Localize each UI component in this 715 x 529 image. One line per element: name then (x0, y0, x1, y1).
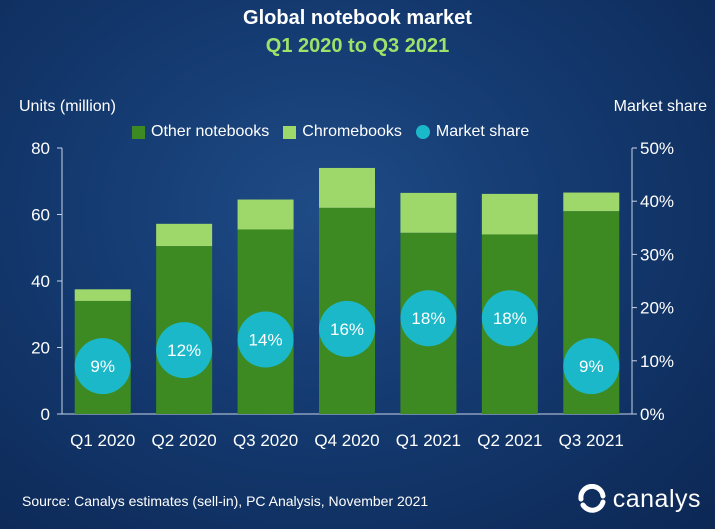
legend-label-chromebooks: Chromebooks (302, 123, 402, 140)
market-share-label: 14% (249, 331, 283, 350)
market-share-point (563, 338, 620, 395)
x-tick-label: Q2 2020 (152, 431, 217, 450)
x-tick-label: Q2 2021 (477, 431, 542, 450)
chart-title: Global notebook market (243, 7, 472, 29)
canalys-logo-icon (578, 484, 606, 513)
market-share-point (74, 338, 131, 395)
bar-chromebooks (237, 199, 294, 230)
brand-name: canalys (612, 484, 701, 513)
legend-item-market-share: Market share (415, 123, 530, 141)
y-tick-label: 40 (31, 272, 50, 291)
market-share-point (319, 300, 375, 357)
x-tick-label: Q3 2021 (559, 431, 624, 450)
market-share-label: 9% (90, 357, 115, 376)
y-tick-label: 60 (31, 206, 50, 225)
legend-label-market-share: Market share (435, 123, 530, 140)
x-tick-label: Q1 2021 (396, 431, 461, 450)
y2-tick-label: 30% (640, 245, 674, 264)
legend: Other notebooks Chromebooks Market share (132, 122, 543, 142)
bar-chromebooks (563, 192, 620, 212)
legend-swatch-other-notebooks (132, 125, 145, 139)
y-tick-label: 20 (31, 339, 50, 358)
y-axis-title: Units (million) (19, 98, 116, 115)
legend-item-chromebooks: Chromebooks (283, 123, 402, 141)
y2-tick-label: 40% (640, 192, 674, 211)
x-tick-label: Q3 2020 (233, 431, 298, 450)
x-tick-label: Q1 2020 (70, 431, 135, 450)
y2-tick-label: 50% (640, 139, 674, 158)
market-share-point (481, 290, 538, 347)
source-note: Source: Canalys estimates (sell-in), PC … (22, 493, 429, 509)
legend-swatch-chromebooks (283, 125, 297, 139)
bar-chromebooks (400, 192, 457, 233)
market-share-label: 18% (493, 309, 527, 328)
legend-label-other-notebooks: Other notebooks (151, 123, 270, 140)
bar-chromebooks (74, 289, 131, 301)
brand-logo: canalys (577, 484, 701, 514)
y-tick-label: 0 (41, 405, 50, 424)
market-share-label: 12% (167, 341, 201, 360)
y2-axis-title: Market share (613, 98, 707, 115)
chart-plot: 0 20 40 60 80 0% 10% 20% 30% 40% 50% Q1 2020 Q2 2020… (31, 139, 674, 450)
y2-tick-label: 20% (640, 299, 674, 318)
market-share-label: 16% (330, 320, 364, 339)
market-share-point (237, 311, 294, 368)
x-tick-label: Q4 2020 (314, 431, 379, 450)
market-share-point (156, 322, 213, 379)
bar-chromebooks (481, 193, 538, 235)
y2-tick-label: 0% (640, 405, 665, 424)
y-tick-label: 80 (31, 139, 50, 158)
chart-subtitle: Q1 2020 to Q3 2021 (265, 35, 450, 57)
y2-tick-label: 10% (640, 352, 674, 371)
bar-chromebooks (319, 167, 375, 208)
market-share-point (400, 290, 457, 347)
legend-swatch-market-share (415, 125, 430, 139)
legend-item-other-notebooks: Other notebooks (132, 123, 269, 141)
market-share-label: 9% (579, 357, 604, 376)
market-share-label: 18% (411, 309, 445, 328)
bar-chromebooks (156, 223, 213, 247)
